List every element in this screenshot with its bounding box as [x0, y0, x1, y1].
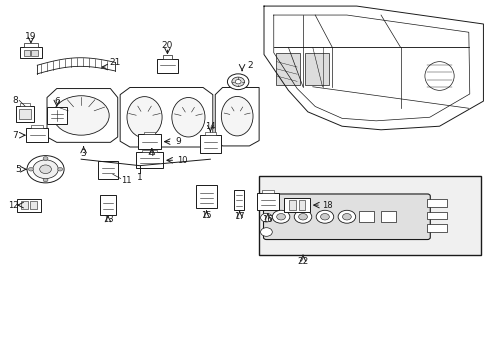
Bar [16, 106, 34, 122]
Text: 5: 5 [15, 165, 20, 174]
Ellipse shape [171, 98, 204, 137]
Bar [24, 43, 38, 47]
Text: 3: 3 [81, 149, 86, 158]
Bar [142, 149, 157, 152]
Text: 20: 20 [162, 41, 173, 50]
Bar [138, 134, 160, 149]
Bar [136, 152, 163, 168]
Bar [427, 224, 446, 232]
Ellipse shape [221, 96, 252, 136]
Circle shape [342, 213, 350, 220]
Bar [276, 53, 299, 85]
Text: 15: 15 [201, 211, 211, 220]
Bar [195, 185, 217, 208]
Bar [30, 201, 37, 210]
Circle shape [43, 157, 48, 160]
Bar [20, 201, 27, 210]
Bar [199, 135, 221, 153]
Circle shape [316, 210, 333, 223]
Circle shape [227, 74, 248, 90]
Text: 18: 18 [322, 201, 332, 210]
Bar [298, 201, 305, 210]
Bar [26, 128, 48, 142]
Text: 17: 17 [234, 212, 244, 221]
Bar [305, 53, 328, 85]
Bar [204, 132, 216, 135]
Text: 22: 22 [297, 257, 308, 266]
Bar [47, 107, 66, 124]
Bar [288, 201, 295, 210]
Bar [259, 176, 480, 255]
Text: 6: 6 [54, 96, 60, 105]
Text: 12: 12 [8, 201, 18, 210]
Ellipse shape [53, 96, 109, 135]
Bar [23, 50, 30, 56]
Polygon shape [47, 89, 118, 142]
Text: 13: 13 [102, 215, 113, 224]
Circle shape [58, 167, 62, 171]
Text: 10: 10 [177, 156, 187, 165]
Circle shape [260, 213, 272, 222]
Circle shape [235, 80, 241, 84]
Bar [262, 190, 273, 193]
Bar [233, 190, 243, 211]
FancyBboxPatch shape [263, 194, 429, 239]
Circle shape [231, 77, 244, 86]
Text: 4: 4 [149, 149, 154, 158]
Text: 11: 11 [121, 176, 131, 185]
Circle shape [40, 165, 51, 174]
Circle shape [337, 210, 355, 223]
Bar [100, 195, 116, 215]
Bar [31, 50, 38, 56]
Text: 14: 14 [204, 122, 215, 131]
Text: 8: 8 [12, 96, 18, 105]
Text: 16: 16 [262, 215, 273, 224]
Polygon shape [120, 87, 212, 147]
Bar [257, 193, 278, 210]
Bar [427, 199, 446, 207]
Circle shape [28, 167, 33, 171]
Polygon shape [215, 87, 259, 146]
Circle shape [276, 213, 285, 220]
Circle shape [298, 213, 307, 220]
Bar [143, 132, 155, 134]
Text: 9: 9 [176, 137, 181, 146]
Bar [20, 103, 30, 106]
Bar [284, 198, 309, 212]
Circle shape [260, 228, 272, 236]
Circle shape [294, 210, 311, 223]
Circle shape [260, 201, 272, 210]
Text: 19: 19 [25, 32, 37, 41]
Circle shape [27, 156, 64, 183]
Bar [358, 211, 373, 222]
Bar [98, 161, 118, 179]
Bar [380, 211, 395, 222]
Bar [20, 47, 41, 58]
Bar [17, 199, 41, 212]
Circle shape [33, 160, 58, 179]
Text: 21: 21 [109, 58, 121, 67]
Text: 1: 1 [137, 173, 142, 182]
Bar [31, 125, 43, 128]
Circle shape [43, 178, 48, 182]
Bar [19, 109, 31, 120]
Ellipse shape [127, 96, 162, 138]
Bar [162, 55, 172, 59]
Circle shape [320, 213, 329, 220]
Text: 7: 7 [12, 131, 18, 140]
Bar [427, 212, 446, 220]
Bar [157, 59, 178, 73]
Circle shape [272, 210, 289, 223]
Text: 2: 2 [246, 62, 252, 71]
